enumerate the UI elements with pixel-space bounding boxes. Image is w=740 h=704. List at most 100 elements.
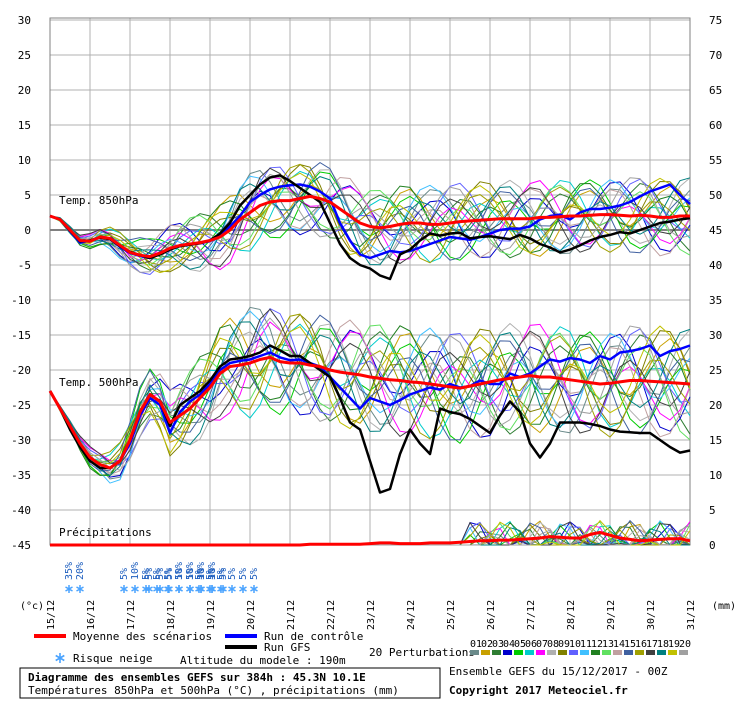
- perturbation-line: [49, 170, 691, 263]
- legend-gfs-label: Run GFS: [264, 641, 310, 654]
- snowflake-icon: [186, 585, 194, 593]
- perturbation-number: 09: [558, 639, 570, 650]
- snowflake-icon: [65, 585, 73, 593]
- snow-percent-label: 5%: [196, 568, 207, 580]
- perturbation-swatch: [668, 650, 677, 655]
- snowflake-icon: [239, 585, 247, 593]
- x-date-label: 19/12: [206, 600, 217, 630]
- snow-percent-label: 5%: [152, 568, 163, 580]
- perturbation-line: [49, 176, 691, 260]
- right-tick-label: 10: [709, 469, 722, 482]
- snow-percent-label: 5%: [163, 568, 174, 580]
- perturbation-number: 20: [679, 639, 691, 650]
- left-tick-label: -20: [11, 364, 31, 377]
- perturbation-line: [49, 330, 691, 465]
- snow-percent-label: 5%: [155, 568, 166, 580]
- perturbation-line: [49, 321, 691, 477]
- perturbation-number: 18: [657, 639, 669, 650]
- left-tick-label: 25: [18, 49, 31, 62]
- perturbation-number: 19: [668, 639, 680, 650]
- perturbation-swatch: [569, 650, 578, 655]
- snowflake-glyph: [120, 585, 128, 593]
- perturbation-number: 03: [492, 639, 504, 650]
- series-line-t500: [48, 344, 691, 470]
- perturbation-line: [49, 176, 691, 270]
- legend-perturbations-label: 20 Perturbations: [369, 646, 475, 659]
- perturbation-line: [49, 325, 691, 466]
- perturbation-line: [49, 172, 691, 274]
- snowflake-glyph: [175, 585, 183, 593]
- series-line-t850: [49, 194, 690, 259]
- snow-percent-label: 10%: [207, 562, 218, 580]
- series-line-precip: [50, 530, 691, 547]
- perturbation-number: 04: [503, 639, 515, 650]
- snowflake-glyph: [65, 585, 73, 593]
- snow-percent-label: 5%: [207, 568, 218, 580]
- right-tick-label: 5: [709, 504, 716, 517]
- left-tick-label: 10: [18, 154, 31, 167]
- right-tick-label: 70: [709, 49, 722, 62]
- perturbation-swatch: [602, 650, 611, 655]
- perturbation-line: [49, 323, 691, 460]
- footer-title: Diagramme des ensembles GEFS sur 384h : …: [28, 671, 366, 684]
- perturbation-line: [49, 324, 691, 463]
- x-date-label: 30/12: [646, 600, 657, 630]
- snow-percent-label: 5%: [194, 568, 205, 580]
- snowflake-glyph: [250, 585, 258, 593]
- snowflake-glyph: [145, 585, 153, 593]
- right-tick-label: 15: [709, 434, 722, 447]
- perturbation-line: [49, 184, 691, 263]
- left-tick-label: -35: [11, 469, 31, 482]
- right-tick-label: 55: [709, 154, 722, 167]
- snowflake-glyph: [206, 585, 214, 593]
- x-date-label: 15/12: [46, 600, 57, 630]
- perturbation-number: 11: [580, 639, 592, 650]
- snowflake-icon: [195, 585, 203, 593]
- snowflake-glyph: [156, 585, 164, 593]
- snowflake-icon: [131, 585, 139, 593]
- legend-snow-label: Risque neige: [73, 652, 152, 665]
- perturbation-line: [49, 319, 691, 475]
- snowflake-icon: [156, 585, 164, 593]
- series-line-t500: [48, 355, 691, 470]
- snow-percent-label: 5%: [205, 568, 216, 580]
- perturbation-number: 01: [470, 639, 482, 650]
- snowflake-icon: [250, 585, 258, 593]
- left-tick-label: -30: [11, 434, 31, 447]
- snowflake-icon: [120, 585, 128, 593]
- perturbation-number: 02: [481, 639, 493, 650]
- snowflake-icon: [217, 585, 225, 593]
- perturbation-swatch: [624, 650, 633, 655]
- snow-percent-label: 5%: [216, 568, 227, 580]
- main-series: [48, 174, 691, 547]
- x-date-label: 29/12: [606, 600, 617, 630]
- perturbation-number: 13: [602, 639, 614, 650]
- x-date-label: 20/12: [246, 600, 257, 630]
- perturbation-number: 06: [525, 639, 537, 650]
- snowflake-icon: [145, 585, 153, 593]
- perturbation-number: 10: [569, 639, 581, 650]
- perturbation-line: [49, 310, 691, 484]
- x-date-label: 16/12: [86, 600, 97, 630]
- perturbation-swatch: [525, 650, 534, 655]
- left-tick-label: 0: [24, 224, 31, 237]
- perturbation-line: [49, 182, 691, 271]
- snow-percent-label: 10%: [185, 562, 196, 580]
- perturbation-number: 07: [536, 639, 548, 650]
- perturbation-swatch: [679, 650, 688, 655]
- left-tick-label: 20: [18, 84, 31, 97]
- snow-percent-label: 5%: [141, 568, 152, 580]
- left-tick-label: 5: [24, 189, 31, 202]
- ensemble-label: Ensemble GEFS du 15/12/2017 - 00Z: [449, 665, 668, 678]
- snow-percent-label: 5%: [218, 568, 229, 580]
- x-date-label: 18/12: [166, 600, 177, 630]
- snowflake-glyph: [239, 585, 247, 593]
- right-tick-label: 30: [709, 329, 722, 342]
- left-tick-label: -45: [11, 539, 31, 552]
- perturbation-swatch: [492, 650, 501, 655]
- x-date-label: 24/12: [406, 600, 417, 630]
- perturbation-line: [49, 321, 691, 462]
- x-date-label: 31/12: [686, 600, 697, 630]
